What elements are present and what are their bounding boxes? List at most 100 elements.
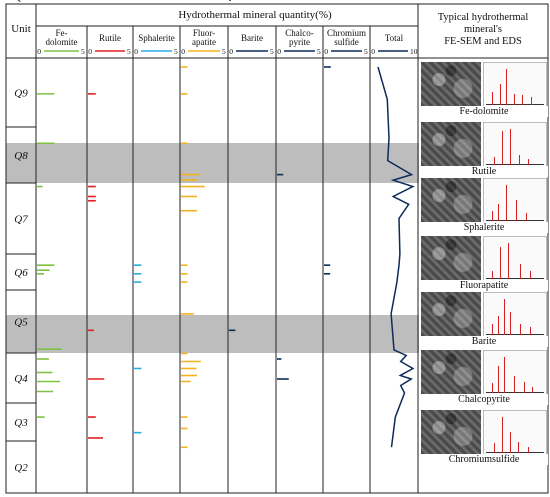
chart-title: Hydrothermal mineral quantity(%) (178, 9, 332, 21)
sem-texture (421, 350, 481, 394)
scale-min-label: 0 (181, 47, 185, 56)
highlight-band-q4 (6, 315, 419, 353)
eds-peak (519, 155, 520, 165)
scale-min-label: 0 (134, 47, 138, 56)
column-header-total: Total (385, 33, 404, 43)
eds-axis (486, 164, 544, 165)
eds-peak (510, 129, 511, 165)
sem-image-fluorapatite (421, 236, 481, 280)
sem-image-chalcopyrite (421, 350, 481, 394)
unit-header: Unit (11, 23, 31, 35)
eds-peak (504, 357, 505, 393)
scale-max-label: 5 (81, 47, 85, 56)
sem-texture (421, 122, 481, 166)
sem-caption-fluorapatite: Fluorapatite (420, 280, 548, 291)
scale-min-label: 0 (229, 47, 233, 56)
unit-label-q5: Q5 (14, 317, 28, 329)
eds-axis (486, 220, 544, 221)
scale-max-label: 5 (174, 47, 178, 56)
eds-peak (494, 443, 495, 453)
sem-caption-chalcopyrite: Chalcopyrite (420, 394, 548, 405)
unit-label-q4: Q4 (14, 373, 28, 385)
sem-texture (421, 292, 481, 336)
total-scale-max: 10 (410, 47, 418, 56)
eds-spectrum-barite (483, 292, 547, 338)
eds-peak (514, 94, 515, 105)
eds-peak (514, 376, 515, 393)
scale-min-label: 0 (277, 47, 281, 56)
unit-label-q8: Q8 (14, 150, 28, 162)
eds-peak (500, 84, 501, 105)
eds-peak (492, 383, 493, 393)
eds-peak (502, 417, 503, 453)
column-header-fluorapatite: Fluor- (193, 28, 215, 38)
column-header-chalcopyrite: Chalco- (285, 28, 314, 38)
eds-axis (486, 278, 544, 279)
eds-peak (528, 159, 529, 165)
eds-peak (506, 69, 507, 105)
column-header-fe-dolomite: Fe- (56, 28, 68, 38)
eds-peak (492, 271, 493, 279)
scale-min-label: 0 (324, 47, 328, 56)
sem-caption-barite: Barite (420, 336, 548, 347)
eds-peak (516, 200, 517, 221)
eds-axis (486, 334, 544, 335)
eds-peak (531, 97, 532, 105)
total-scale-min: 0 (371, 47, 375, 56)
scale-max-label: 5 (317, 47, 321, 56)
eds-peak (532, 387, 533, 393)
unit-label-q9: Q9 (14, 88, 28, 100)
eds-spectrum-chalcopyrite (483, 350, 547, 396)
sem-image-sphalerite (421, 178, 481, 222)
scale-max-label: 5 (222, 47, 226, 56)
eds-peak (498, 204, 499, 221)
unit-label-q6: Q6 (14, 267, 28, 279)
column-header-chalcopyrite: pyrite (289, 37, 310, 47)
eds-peak (498, 316, 499, 335)
scale-max-label: 5 (270, 47, 274, 56)
sem-image-fe-dolomite (421, 62, 481, 106)
eds-peak (492, 324, 493, 335)
column-header-rutile: Rutile (99, 33, 121, 43)
eds-peak (492, 92, 493, 105)
unit-label-q7: Q7 (14, 214, 28, 226)
unit-label-q3: Q3 (14, 417, 28, 429)
eds-peak (500, 247, 501, 279)
eds-peak (510, 432, 511, 453)
sem-caption-rutile: Rutile (420, 166, 548, 177)
sem-image-barite (421, 292, 481, 336)
column-header-fluorapatite: apatite (192, 37, 216, 47)
eds-peak (498, 366, 499, 393)
eds-peak (530, 327, 531, 335)
eds-peak (518, 442, 519, 453)
eds-peak (502, 131, 503, 165)
column-header-chromium-sulfide: sulfide (334, 37, 359, 47)
sem-texture (421, 62, 481, 106)
outer-frame (5, 3, 549, 494)
scale-min-label: 0 (88, 47, 92, 56)
sem-image-chromium-sulfide (421, 410, 481, 454)
column-header-sphalerite: Sphalerite (138, 33, 175, 43)
eds-axis (486, 104, 544, 105)
sem-texture (421, 236, 481, 280)
scale-max-label: 5 (127, 47, 131, 56)
unit-label-q1: Q1 (14, 0, 27, 3)
eds-spectrum-sphalerite (483, 178, 547, 224)
right-header-line: FE-SEM and EDS (444, 36, 522, 47)
eds-axis (486, 452, 544, 453)
eds-peak (508, 243, 509, 279)
eds-peak (510, 312, 511, 335)
eds-peak (526, 213, 527, 221)
column-header-fe-dolomite: dolomite (46, 37, 78, 47)
eds-peak (522, 95, 523, 105)
eds-spectrum-fluorapatite (483, 236, 547, 282)
column-header-chromium-sulfide: Chromium (327, 28, 366, 38)
right-header-line: Typical hydrothermal (438, 12, 529, 23)
eds-axis (486, 392, 544, 393)
sem-caption-fe-dolomite: Fe-dolomite (420, 106, 548, 117)
sem-texture (421, 178, 481, 222)
scale-min-label: 0 (37, 47, 41, 56)
sem-caption-chromium-sulfide: Chromiumsulfide (420, 454, 548, 465)
eds-peak (530, 271, 531, 279)
sem-caption-sphalerite: Sphalerite (420, 222, 548, 233)
